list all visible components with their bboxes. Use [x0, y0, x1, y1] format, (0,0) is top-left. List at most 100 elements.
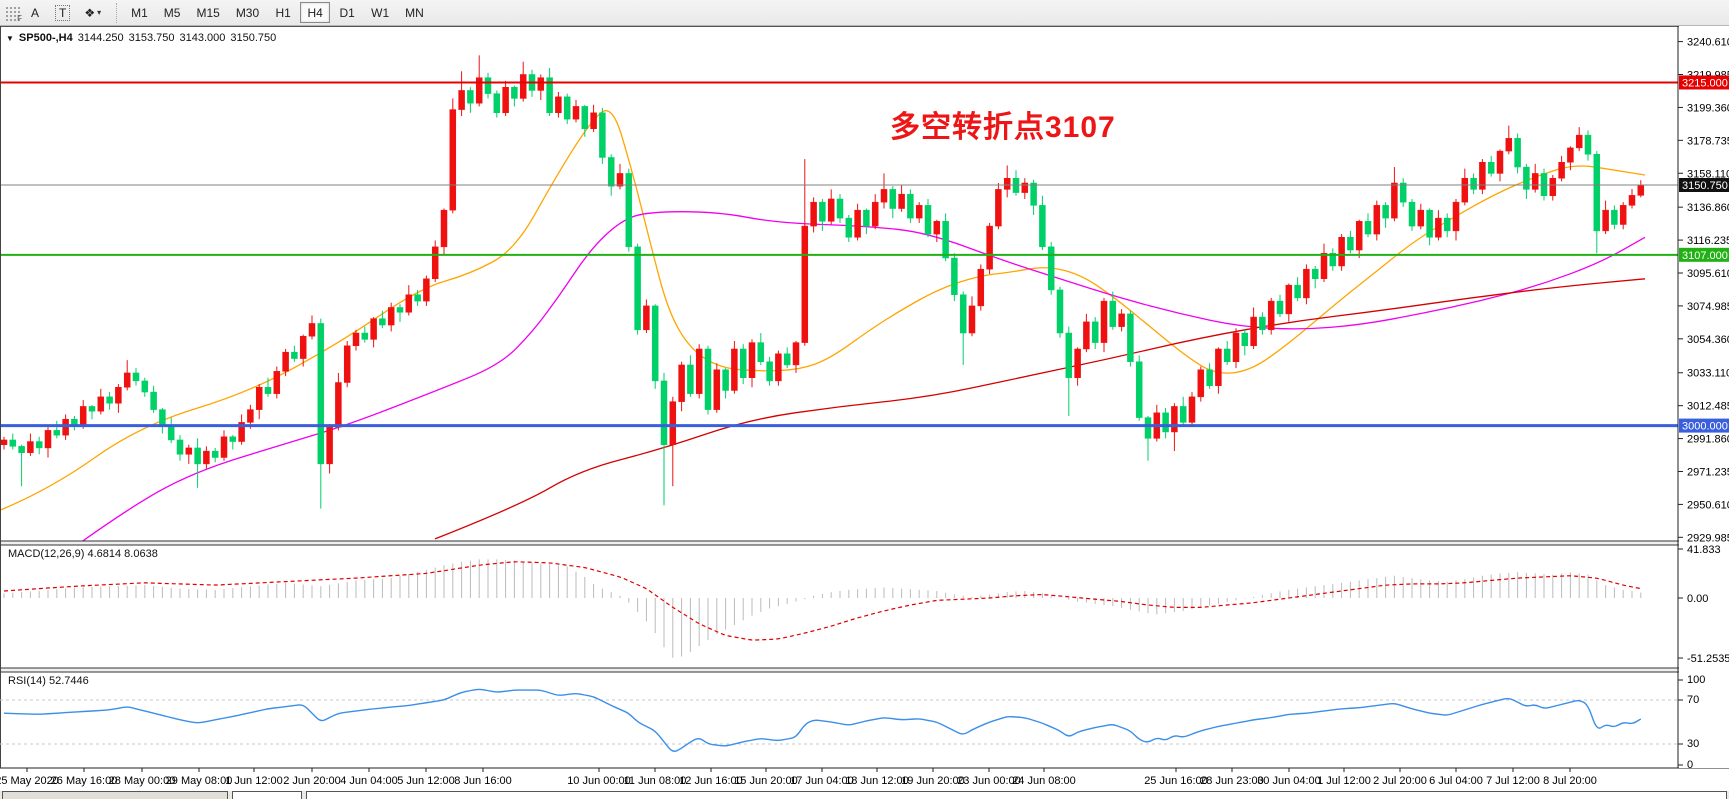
symbol-ohlc-info: ▼ SP500-,H4 3144.250 3153.750 3143.000 3… — [6, 32, 276, 44]
timeframe-button-w1[interactable]: W1 — [371, 5, 390, 20]
chart-window[interactable]: ▼ SP500-,H4 3144.250 3153.750 3143.000 3… — [0, 26, 1729, 799]
symbol-name: SP500-,H4 — [18, 32, 73, 44]
time-axis-label: 4 Jun 04:00 — [340, 775, 398, 787]
rsi-pane — [0, 688, 1678, 752]
candle — [1487, 155, 1495, 177]
candle — [669, 396, 677, 487]
candle — [1426, 208, 1433, 246]
timeframe-button-m1[interactable]: M1 — [131, 5, 148, 20]
candle — [1259, 312, 1266, 335]
rsi-axis-label: 70 — [1687, 694, 1699, 706]
candle — [572, 100, 580, 123]
candle — [1030, 179, 1037, 215]
level-price-label-3000.000: 3000.000 — [1679, 418, 1729, 433]
candle — [1505, 125, 1513, 155]
candle — [9, 433, 17, 450]
candle — [1267, 297, 1275, 335]
candle — [1435, 210, 1442, 241]
candle — [581, 104, 589, 137]
candle — [1021, 178, 1029, 199]
candle — [739, 344, 747, 385]
bottom-status-strip — [0, 791, 1729, 799]
text-tool-icon: T — [55, 4, 71, 21]
timeframe-button-d1[interactable]: D1 — [339, 5, 355, 20]
time-axis-label: 28 May 00:00 — [109, 775, 176, 787]
time-axis-label: 25 Jun 16:00 — [1144, 775, 1208, 787]
price-axis-label: 3178.735 — [1687, 135, 1729, 147]
candle — [915, 202, 923, 223]
candle — [493, 90, 501, 118]
current-price-label: 3150.750 — [1679, 178, 1729, 192]
dropdown-caret-icon: ▾ — [97, 8, 102, 17]
candle — [62, 414, 69, 440]
candle — [1611, 205, 1618, 230]
candle — [792, 340, 800, 373]
candle — [1355, 219, 1363, 259]
candle — [115, 384, 122, 413]
candle — [889, 186, 897, 219]
candle — [819, 198, 826, 231]
candle — [977, 264, 985, 311]
candle — [1171, 403, 1178, 452]
candle — [722, 368, 729, 399]
candle — [537, 74, 545, 101]
candle — [1144, 416, 1152, 461]
timeframe-button-m15[interactable]: M15 — [196, 5, 220, 20]
timeframe-button-h1[interactable]: H1 — [275, 5, 291, 20]
ohlc-high: 3153.750 — [128, 32, 175, 44]
time-axis-label: 5 Jun 12:00 — [397, 775, 455, 787]
candle — [1091, 317, 1099, 349]
candle — [123, 360, 131, 391]
candle — [695, 344, 703, 399]
price-axis-label: 3116.235 — [1687, 235, 1729, 247]
time-axis-label: 10 Jun 00:00 — [567, 775, 631, 787]
candle — [898, 184, 905, 212]
macd-signal-line — [3, 561, 1641, 641]
candle — [317, 318, 325, 509]
bottom-panel-right — [306, 791, 1727, 799]
font-tool-button[interactable]: A — [23, 2, 47, 23]
timeframe-button-m30[interactable]: M30 — [235, 5, 260, 20]
candle — [343, 340, 351, 388]
candle — [396, 304, 404, 322]
price-chart-canvas[interactable]: 3240.6103219.9853199.3603178.7353158.110… — [0, 26, 1729, 799]
svg-text:3150.750: 3150.750 — [1682, 180, 1728, 192]
rsi-axis-label: 0 — [1687, 759, 1693, 771]
collapse-arrow-icon[interactable]: ▼ — [6, 33, 14, 43]
candle — [308, 315, 316, 340]
candle — [959, 291, 967, 365]
candle — [291, 345, 298, 362]
candle — [458, 71, 465, 116]
candle — [951, 253, 958, 302]
candle — [423, 275, 430, 306]
candle — [1303, 264, 1310, 305]
objects-tool-button[interactable]: ❖ ▾ — [78, 2, 107, 23]
candle — [1047, 242, 1055, 295]
timeframe-button-mn[interactable]: MN — [405, 5, 424, 20]
candle — [379, 310, 386, 329]
toolbar-drag-handle[interactable]: F — [4, 4, 22, 23]
time-axis-label: 8 Jul 20:00 — [1543, 775, 1597, 787]
candle — [986, 222, 993, 274]
timeframe-button-h4[interactable]: H4 — [300, 2, 331, 23]
candle — [1523, 163, 1530, 199]
bottom-tab[interactable] — [232, 791, 302, 799]
price-axis-label: 3136.860 — [1687, 202, 1729, 214]
candle — [599, 107, 606, 164]
candle — [1065, 326, 1073, 417]
time-axis-label: 26 May 16:00 — [51, 775, 118, 787]
candle — [211, 447, 219, 463]
candle — [546, 68, 553, 116]
candle — [1074, 347, 1081, 386]
candle — [863, 208, 870, 235]
text-label-tool-button[interactable]: T — [49, 2, 76, 23]
rsi-axis-label: 100 — [1687, 674, 1705, 686]
moving-average-slow_red — [434, 278, 1646, 540]
price-axis-label: 2929.985 — [1687, 532, 1729, 544]
timeframe-button-m5[interactable]: M5 — [163, 5, 181, 20]
candle — [1250, 307, 1257, 349]
candle — [1496, 149, 1504, 182]
time-axis-label: 12 Jun 16:00 — [679, 775, 743, 787]
candle — [634, 243, 641, 335]
candle — [370, 317, 377, 348]
